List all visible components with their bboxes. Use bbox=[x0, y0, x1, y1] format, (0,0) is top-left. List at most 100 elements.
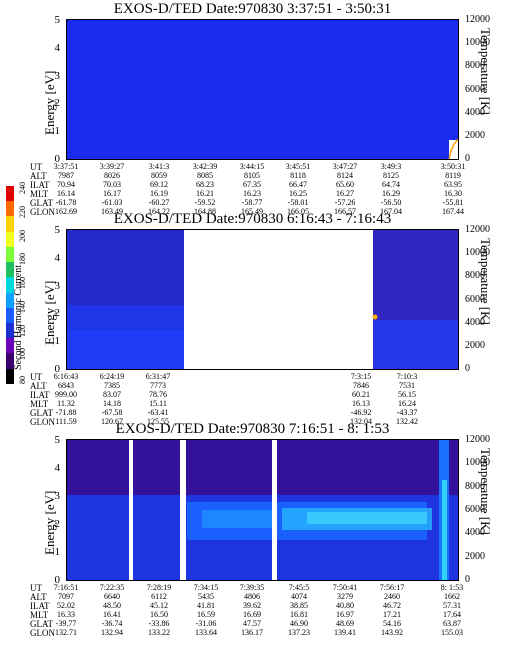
ephemeris-row-label: GLON bbox=[30, 417, 55, 427]
ephemeris-value: 16.14 bbox=[57, 189, 75, 198]
y-tick-label: 1 bbox=[54, 546, 61, 558]
ephemeris-value: 3:37:51 bbox=[53, 162, 79, 171]
colorbar-segment bbox=[6, 216, 14, 232]
y2-tick-label: 8000 bbox=[465, 60, 485, 72]
colorbar-tick-label: 200 bbox=[18, 229, 27, 242]
ephemeris-value: 162.69 bbox=[55, 207, 77, 216]
ephemeris-row-label: MLT bbox=[30, 189, 49, 199]
ephemeris-value: 7846 bbox=[353, 381, 369, 390]
ephemeris-value: 3:39:27 bbox=[99, 162, 125, 171]
ephemeris-value: 7:16:51 bbox=[53, 583, 79, 592]
ephemeris-value: 155.03 bbox=[441, 628, 463, 637]
ephemeris-value: 132.94 bbox=[101, 628, 123, 637]
ephemeris-value: -61.03 bbox=[101, 198, 123, 207]
ephemeris-value: 7987 bbox=[58, 171, 74, 180]
ephemeris-value: 16.97 bbox=[336, 610, 354, 619]
ephemeris-value: -33.86 bbox=[148, 619, 170, 628]
ephemeris-row-label: GLAT bbox=[30, 198, 53, 208]
ephemeris-value: 70.94 bbox=[57, 180, 75, 189]
ephemeris-row-label: ILAT bbox=[30, 390, 50, 400]
ephemeris-value: -59.52 bbox=[194, 198, 216, 207]
ephemeris-value: 7:10:3 bbox=[396, 372, 418, 381]
colorbar-segment bbox=[6, 368, 14, 384]
ephemeris-row-label: GLON bbox=[30, 207, 55, 217]
y2-tick-label: 10000 bbox=[465, 247, 490, 259]
y2-tick-label: 8000 bbox=[465, 270, 485, 282]
ephemeris-value: 6112 bbox=[151, 592, 167, 601]
ephemeris-value: 16.41 bbox=[103, 610, 121, 619]
y2-tick-label: 0 bbox=[465, 153, 470, 164]
panel-1-title: EXOS-D/TED Date:970830 3:37:51 - 3:50:31 bbox=[113, 1, 392, 17]
y-tick-label: 1 bbox=[54, 335, 61, 348]
ephemeris-value: 16.33 bbox=[57, 610, 75, 619]
y-tick-label: 0 bbox=[54, 363, 61, 375]
ephemeris-row-label: GLAT bbox=[30, 408, 53, 418]
y2-tick-label: 12000 bbox=[465, 14, 490, 25]
panel-1-heatmap bbox=[67, 20, 458, 159]
ephemeris-value: 3:41:3 bbox=[148, 162, 170, 171]
ephemeris-value: -31.06 bbox=[195, 619, 217, 628]
colorbar-segment bbox=[6, 292, 14, 308]
ephemeris-value: 63.87 bbox=[443, 619, 461, 628]
ephemeris-value: 48.50 bbox=[103, 601, 121, 610]
panel-3-title: EXOS-D/TED Date:970830 7:16:51 - 8: 1:53 bbox=[115, 421, 390, 437]
ephemeris-value: 69.12 bbox=[150, 180, 168, 189]
y-tick-label: 2 bbox=[54, 518, 61, 530]
y2-tick-label: 10000 bbox=[465, 457, 490, 469]
ephemeris-value: 83.07 bbox=[103, 390, 121, 399]
colorbar-segment bbox=[6, 201, 14, 217]
colorbar-segment bbox=[6, 231, 14, 247]
ephemeris-value: 8119 bbox=[445, 171, 461, 180]
ephemeris-value: 40.80 bbox=[336, 601, 354, 610]
ephemeris-value: 17.64 bbox=[443, 610, 461, 619]
ephemeris-value: 7773 bbox=[150, 381, 166, 390]
ephemeris-value: 65.60 bbox=[336, 180, 354, 189]
ephemeris-value: 70.03 bbox=[103, 180, 121, 189]
ephemeris-value: 3:42:39 bbox=[192, 162, 218, 171]
y2-tick-label: 6000 bbox=[465, 83, 485, 95]
ephemeris-value: 164.22 bbox=[148, 207, 170, 216]
ephemeris-value: 5435 bbox=[198, 592, 214, 601]
ephemeris-value: -60.27 bbox=[148, 198, 170, 207]
ephemeris-value: 7:39:35 bbox=[239, 583, 265, 592]
ephemeris-value: 132.04 bbox=[350, 417, 372, 426]
ephemeris-value: 63.95 bbox=[444, 180, 462, 189]
ephemeris-row-label: ALT bbox=[30, 171, 47, 181]
ephemeris-value: 164.88 bbox=[194, 207, 216, 216]
ephemeris-value: 167.44 bbox=[442, 207, 464, 216]
ephemeris-value: 163.49 bbox=[101, 207, 123, 216]
ephemeris-value: 3:47:27 bbox=[332, 162, 358, 171]
ephemeris-value: 3:50:31 bbox=[440, 162, 466, 171]
y-tick-label: 2 bbox=[54, 307, 61, 320]
y-tick-label: 0 bbox=[54, 153, 61, 165]
y-tick-label: 3 bbox=[54, 490, 61, 502]
ephemeris-value: 8125 bbox=[383, 171, 399, 180]
colorbar bbox=[6, 186, 14, 384]
y-tick-label: 2 bbox=[54, 97, 61, 110]
colorbar-segment bbox=[6, 322, 14, 339]
ephemeris-value: 66.47 bbox=[289, 180, 307, 189]
y-tick-label: 5 bbox=[54, 224, 61, 236]
ephemeris-row-label: GLON bbox=[30, 628, 55, 638]
ephemeris-value: 11.32 bbox=[57, 399, 75, 408]
ephemeris-value: 165.49 bbox=[241, 207, 263, 216]
ephemeris-value: 6:24:19 bbox=[99, 372, 125, 381]
ephemeris-value: 139.41 bbox=[334, 628, 356, 637]
ephemeris-row-label: GLAT bbox=[30, 619, 53, 629]
y2-tick-label: 0 bbox=[465, 363, 470, 374]
ephemeris-value: 7:22:35 bbox=[99, 583, 125, 592]
ephemeris-value: 78.76 bbox=[149, 390, 167, 399]
panel-1-spectrogram bbox=[66, 19, 459, 160]
ephemeris-value: 167.04 bbox=[380, 207, 402, 216]
ephemeris-value: 7:56:17 bbox=[379, 583, 405, 592]
ephemeris-value: 8059 bbox=[151, 171, 167, 180]
ephemeris-row-label: UT bbox=[30, 583, 42, 593]
ephemeris-value: 6640 bbox=[104, 592, 120, 601]
y-tick-label: 3 bbox=[54, 69, 61, 82]
y-tick-label: 1 bbox=[54, 125, 61, 138]
y2-tick-label: 12000 bbox=[465, 434, 490, 445]
ephemeris-row-label: UT bbox=[30, 372, 42, 382]
ephemeris-value: 16.21 bbox=[196, 189, 214, 198]
ephemeris-value: 16.29 bbox=[382, 189, 400, 198]
y2-tick-label: 4000 bbox=[465, 527, 485, 539]
